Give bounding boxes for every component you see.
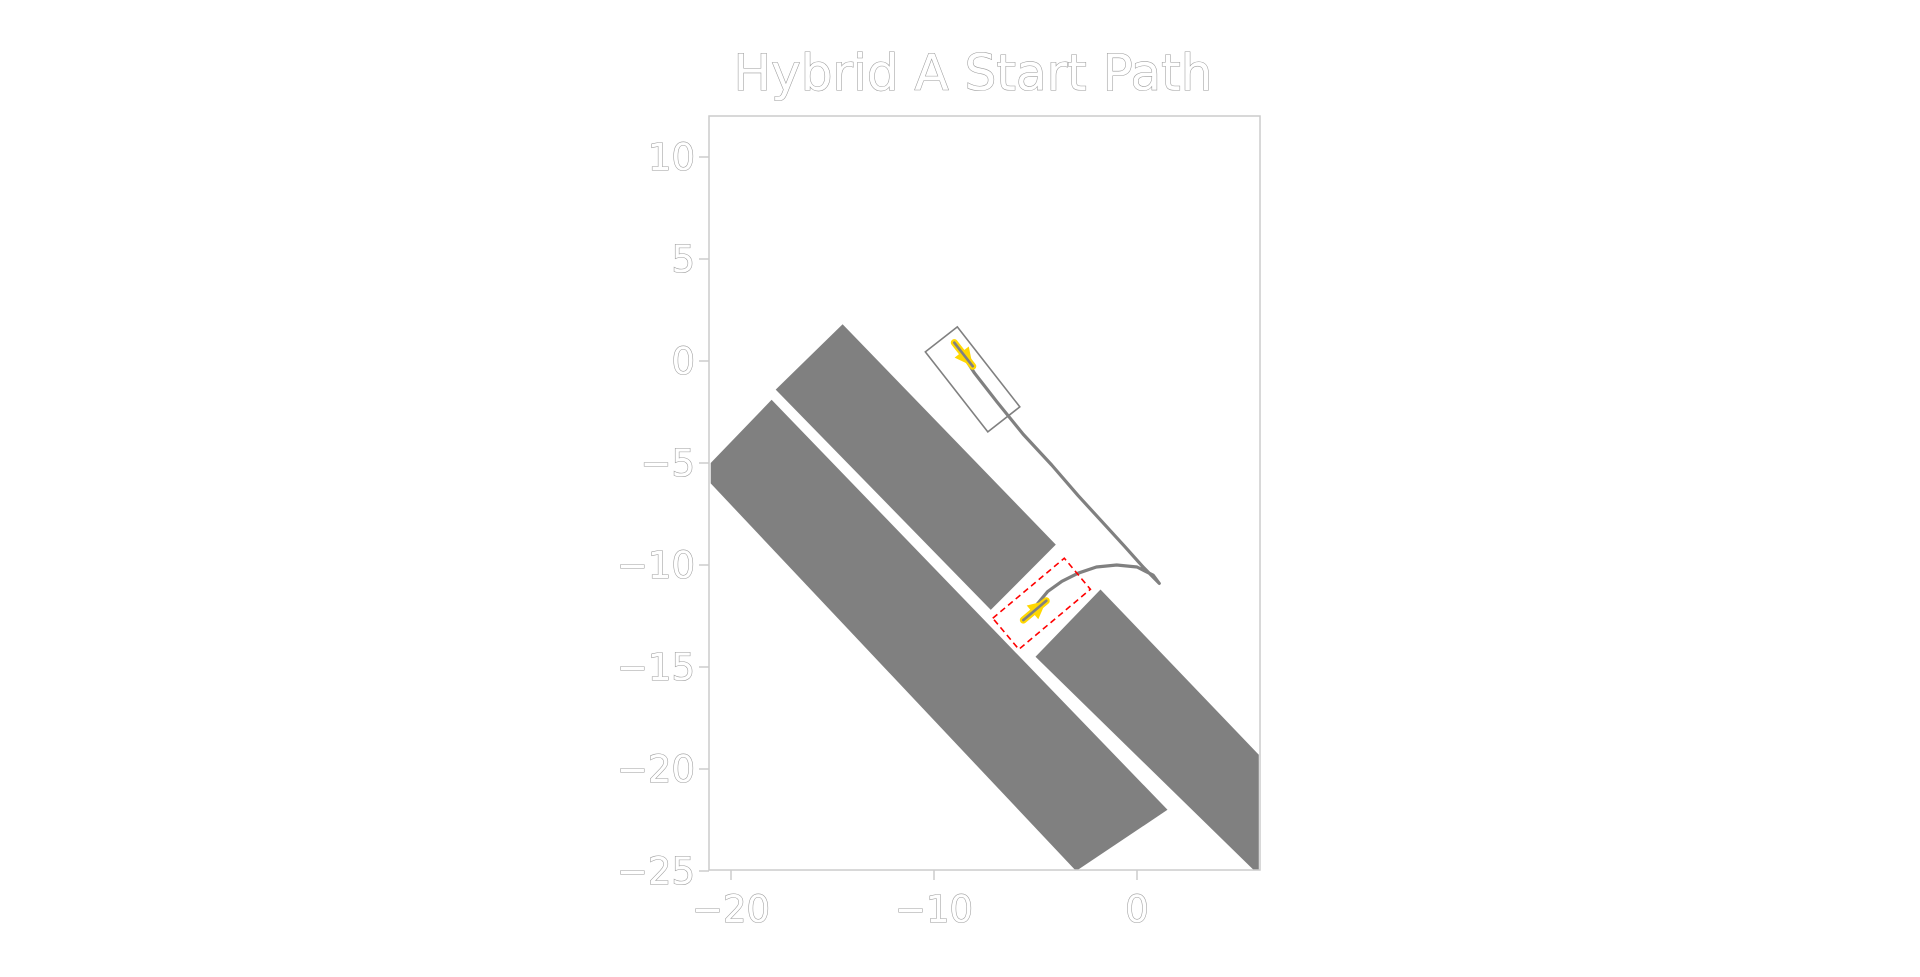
chart-title: Hybrid A Start Path [734, 44, 1213, 102]
x-tick-label: 0 [1125, 888, 1149, 931]
y-tick-label: −20 [617, 748, 695, 791]
goal-pose-arrow [1019, 597, 1050, 624]
goal-vehicle-box [991, 557, 1092, 651]
y-tick-label: 0 [671, 340, 695, 383]
y-tick-label: 5 [671, 238, 695, 281]
y-tick-label: 10 [648, 136, 695, 179]
obstacle-3 [1035, 589, 1259, 870]
y-tick-label: −5 [640, 442, 695, 485]
start-pose-arrow [950, 339, 977, 370]
obstacle-1 [775, 324, 1056, 610]
y-tick-label: −15 [617, 646, 695, 689]
axis-frame [708, 115, 1261, 871]
x-tick-label: −20 [692, 888, 770, 931]
start-pose-arrow-centerline [952, 341, 975, 368]
x-tick-label: −10 [895, 888, 973, 931]
goal-pose-arrow-centerline [1022, 599, 1048, 622]
y-tick-label: −10 [617, 544, 695, 587]
obstacle-2 [710, 399, 1168, 870]
planned-path [954, 343, 1161, 620]
plot-content [710, 324, 1259, 870]
start-vehicle-box [924, 325, 1021, 433]
y-tick-label: −25 [617, 850, 695, 893]
plot-area [710, 324, 1259, 870]
